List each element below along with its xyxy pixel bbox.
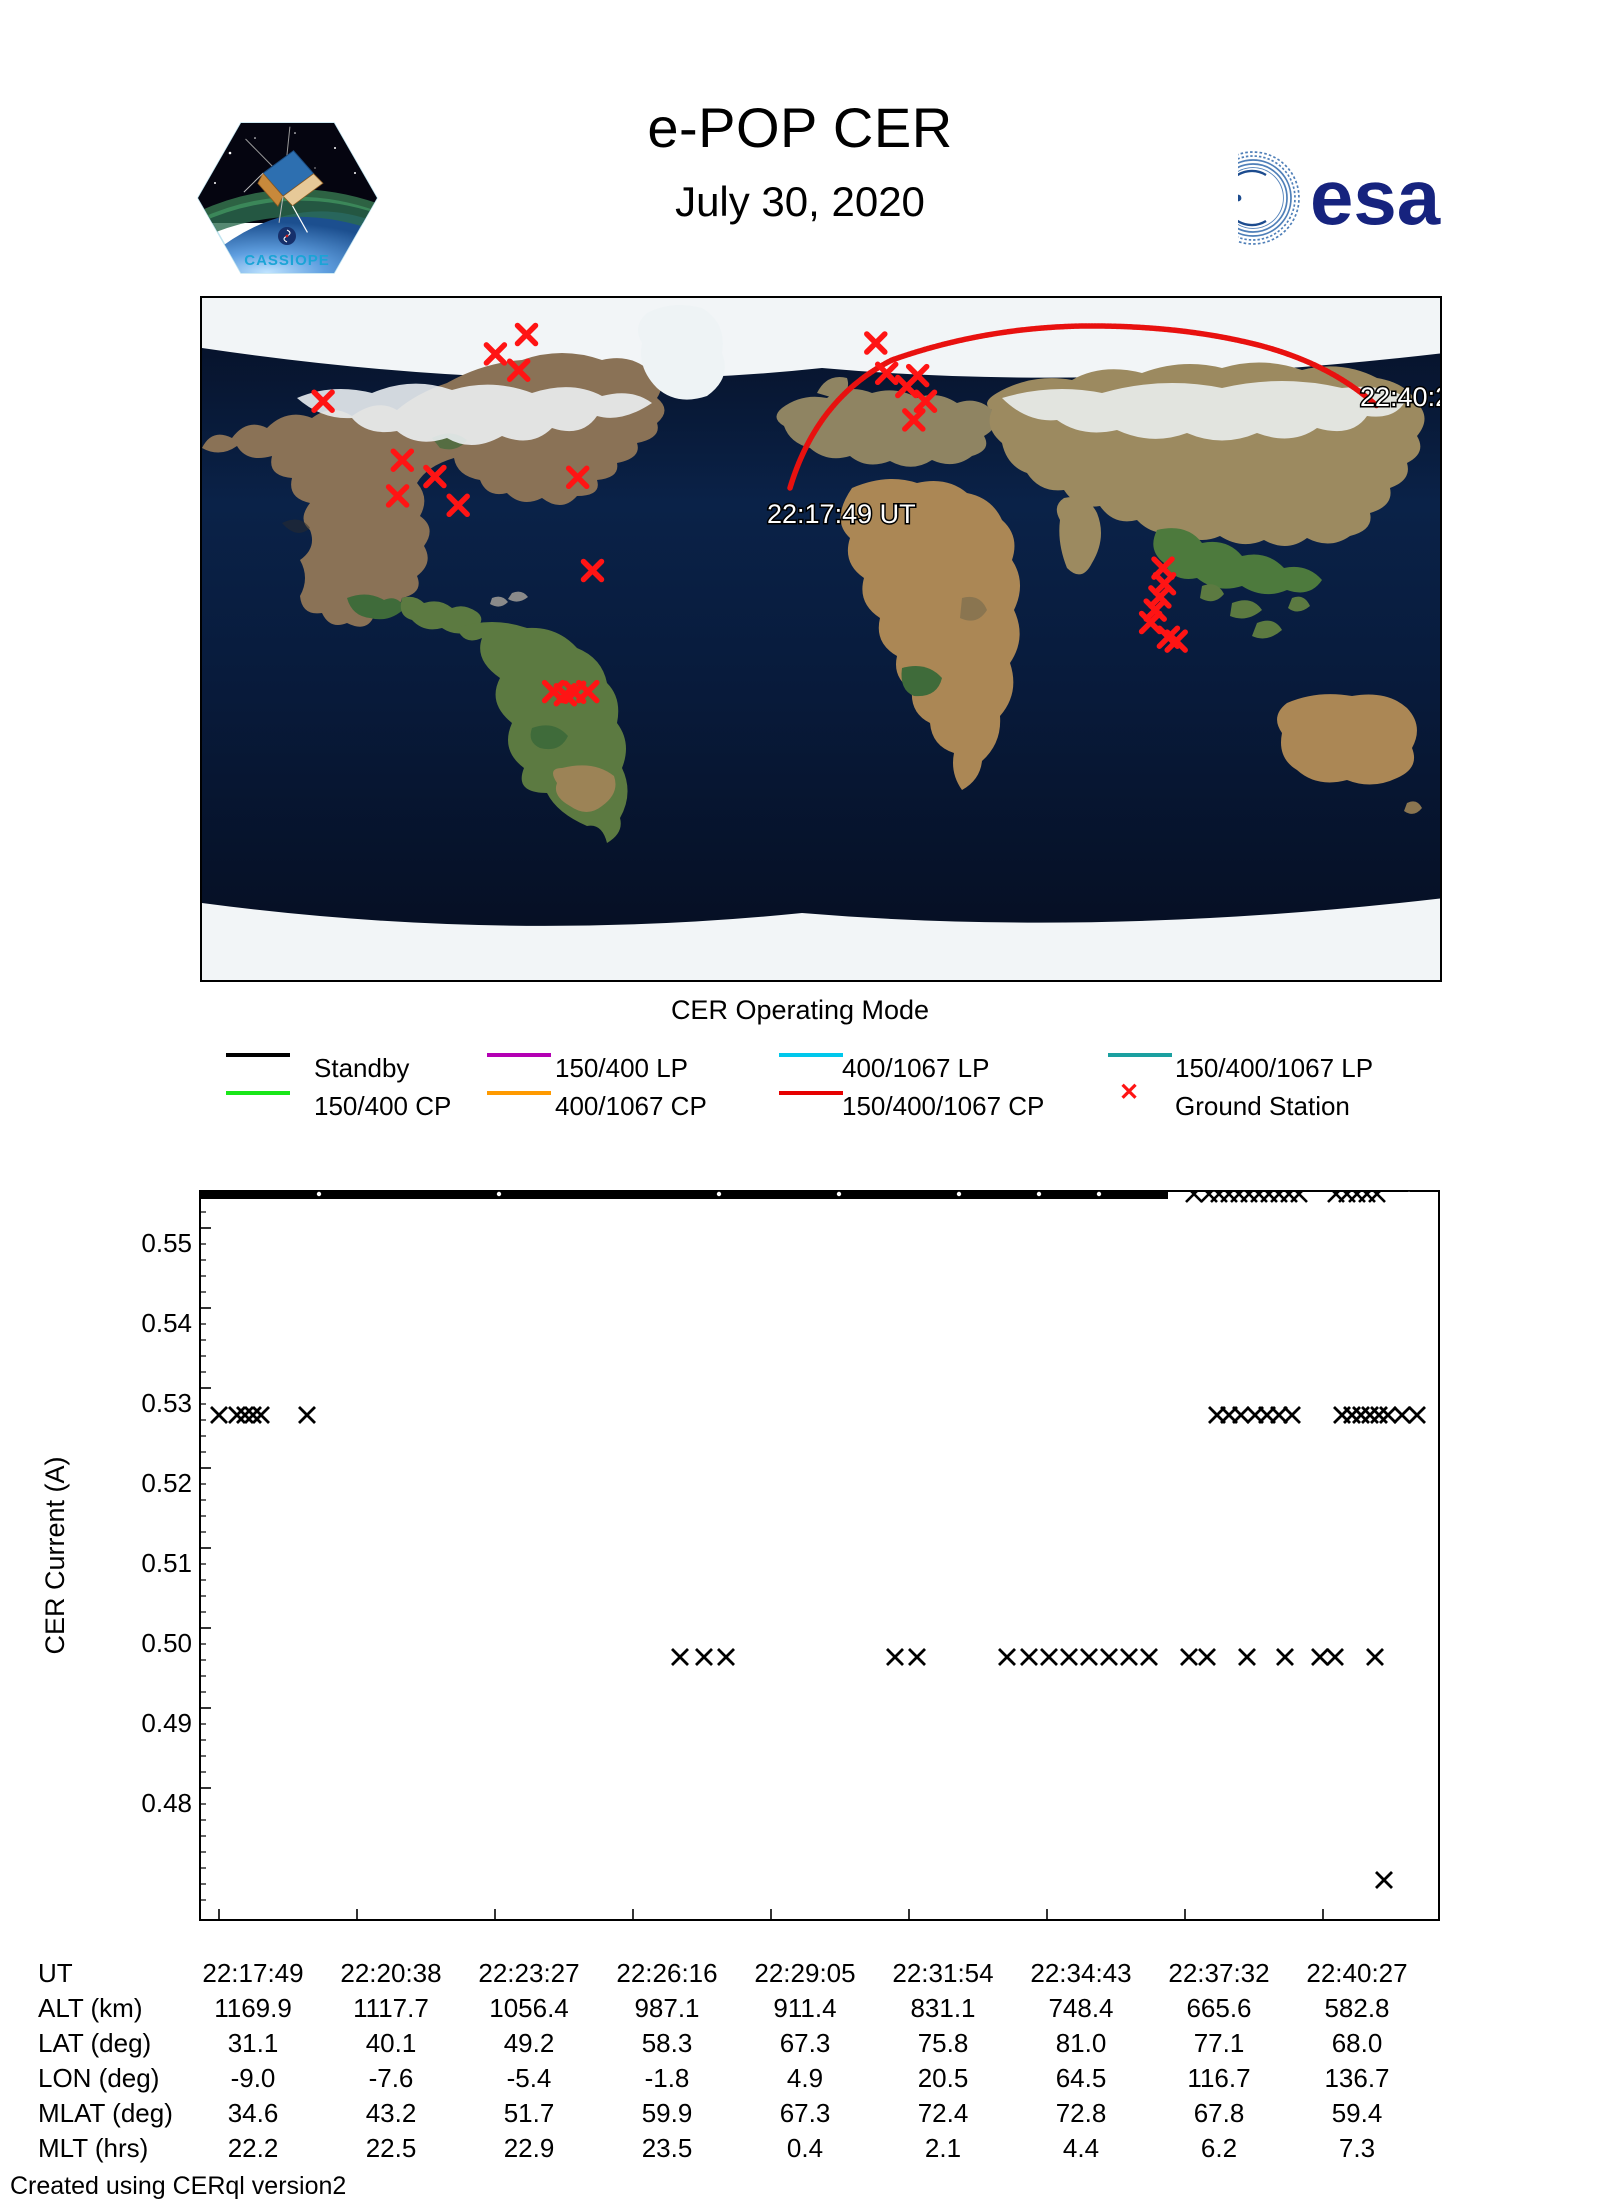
svg-text:22:40:27 UT: 22:40:27 UT — [1360, 382, 1442, 412]
svg-text:esa: esa — [1310, 153, 1441, 241]
svg-text:22:17:49 UT: 22:17:49 UT — [767, 499, 916, 529]
svg-text:CASSIOPE: CASSIOPE — [244, 252, 330, 269]
